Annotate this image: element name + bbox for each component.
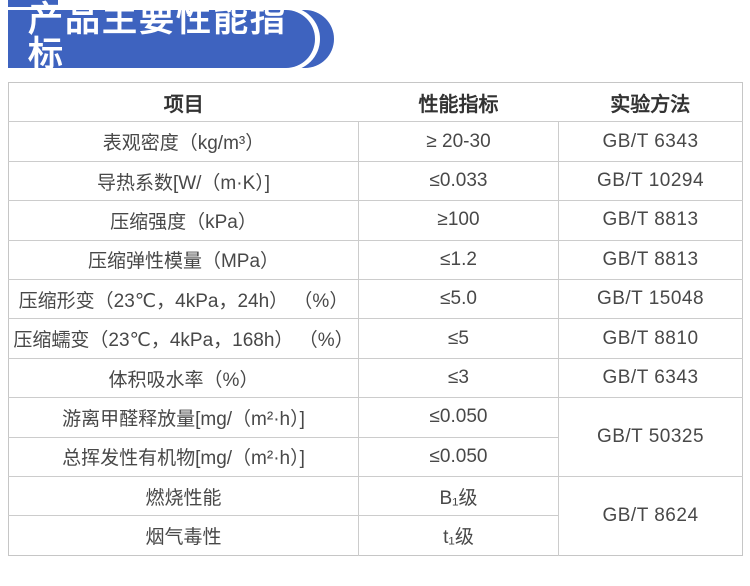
method-cell-merged: GB/T 8624: [558, 476, 743, 556]
method-cell: GB/T 10294: [558, 160, 743, 201]
table-row: 表观密度（kg/m³） ≥ 20-30 GB/T 6343: [8, 121, 743, 162]
table-row: 压缩弹性模量（MPa） ≤1.2 GB/T 8813: [8, 239, 743, 280]
value-cell: t₁级: [358, 515, 559, 556]
value-cell: ≤0.033: [358, 160, 559, 201]
item-cell: 压缩形变（23℃，4kPa，24h） （%）: [8, 279, 359, 319]
value-cell: ≤0.050: [358, 436, 559, 477]
table-row: 总挥发性有机物[mg/（m²·h）] ≤0.050: [8, 436, 743, 477]
table-row: 压缩形变（23℃，4kPa，24h） （%） ≤5.0 GB/T 15048: [8, 279, 743, 319]
table-row: 压缩强度（kPa） ≥100 GB/T 8813: [8, 200, 743, 241]
method-cell-merged: GB/T 50325: [558, 397, 743, 477]
header-item: 项目: [8, 82, 359, 122]
method-cell: GB/T 8813: [558, 239, 743, 280]
value-cell: ≤1.2: [358, 239, 559, 280]
value-cell: ≤3: [358, 357, 559, 398]
table-row: 压缩蠕变（23℃，4kPa，168h） （%） ≤5 GB/T 8810: [8, 318, 743, 359]
item-cell: 游离甲醛释放量[mg/（m²·h）]: [8, 397, 359, 438]
table-row: 燃烧性能 B₁级 GB/T 8624: [8, 476, 743, 556]
table-row: 导热系数[W/（m·K）] ≤0.033 GB/T 10294: [8, 160, 743, 201]
item-cell: 烟气毒性: [8, 515, 359, 556]
item-cell: 导热系数[W/（m·K）]: [8, 160, 359, 201]
item-cell: 总挥发性有机物[mg/（m²·h）]: [8, 436, 359, 477]
value-cell: ≥ 20-30: [358, 121, 559, 162]
value-cell: ≤5.0: [358, 279, 559, 319]
value-cell: B₁级: [358, 476, 559, 516]
value-cell: ≥100: [358, 200, 559, 241]
spec-table: 项目 性能指标 实验方法 表观密度（kg/m³） ≥ 20-30 GB/T 63…: [8, 82, 743, 556]
section-banner: 产品主要性能指标: [8, 2, 315, 72]
value-cell: ≤5: [358, 318, 559, 359]
banner-corner-tab: [8, 0, 58, 9]
method-cell: GB/T 8813: [558, 200, 743, 241]
item-cell: 压缩蠕变（23℃，4kPa，168h） （%）: [8, 318, 359, 359]
item-cell: 压缩强度（kPa）: [8, 200, 359, 241]
item-cell: 压缩弹性模量（MPa）: [8, 239, 359, 280]
header-method: 实验方法: [558, 82, 743, 122]
table-header-row: 项目 性能指标 实验方法: [8, 82, 743, 122]
method-cell: GB/T 6343: [558, 121, 743, 162]
value-cell: ≤0.050: [358, 397, 559, 438]
header-value: 性能指标: [358, 82, 559, 122]
method-cell: GB/T 15048: [558, 279, 743, 319]
page-title: 产品主要性能指标: [28, 0, 288, 74]
table-row: 体积吸水率（%） ≤3 GB/T 6343: [8, 357, 743, 398]
method-cell: GB/T 8810: [558, 318, 743, 359]
table-row: 游离甲醛释放量[mg/（m²·h）] ≤0.050 GB/T 50325: [8, 397, 743, 477]
method-cell: GB/T 6343: [558, 357, 743, 398]
item-cell: 体积吸水率（%）: [8, 357, 359, 398]
table-row: 烟气毒性 t₁级: [8, 515, 743, 556]
item-cell: 燃烧性能: [8, 476, 359, 516]
item-cell: 表观密度（kg/m³）: [8, 121, 359, 162]
